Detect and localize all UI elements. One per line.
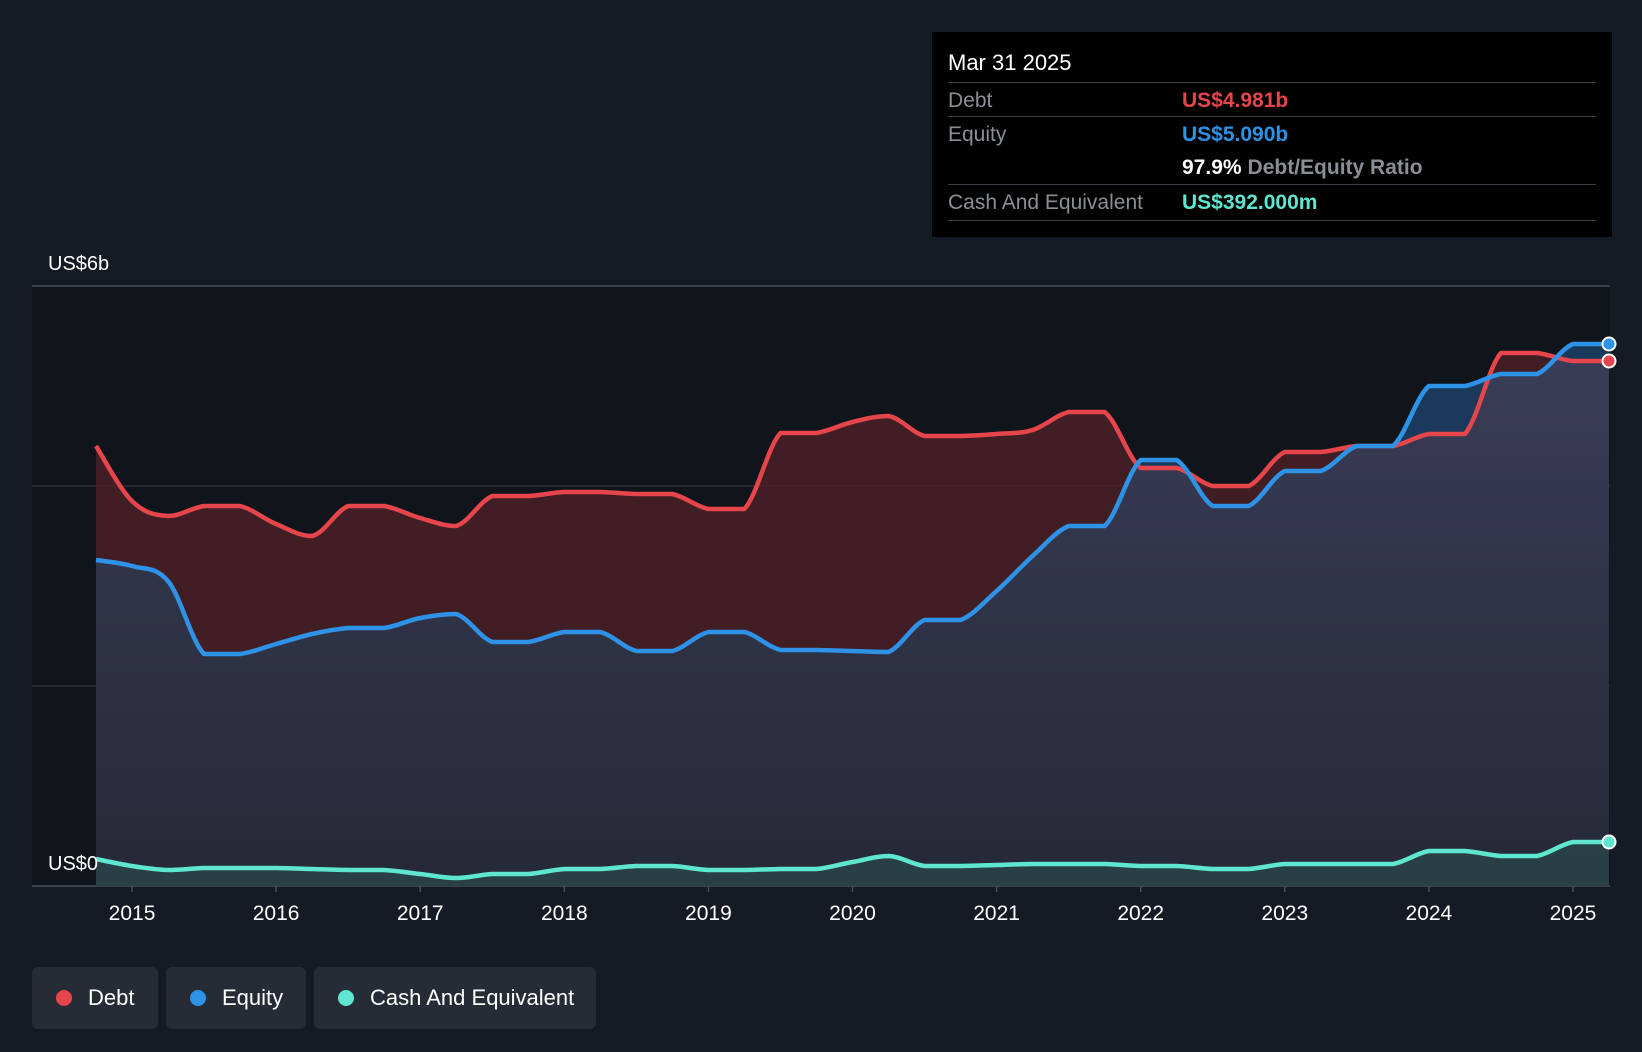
tooltip-cash-label: Cash And Equivalent (948, 191, 1143, 214)
end-markers (1601, 336, 1617, 850)
x-tick-label: 2024 (1406, 902, 1453, 925)
tooltip-equity-label: Equity (948, 123, 1007, 146)
legend-debt-label: Debt (88, 985, 135, 1010)
x-tick-label: 2018 (541, 902, 588, 925)
cash-line (95, 839, 1609, 881)
tooltip-ratio-label: Debt/Equity Ratio (1247, 156, 1423, 179)
debt-end-marker (1601, 353, 1617, 369)
tooltip-ratio-value: 97.9% (1182, 156, 1242, 179)
series-lines (94, 341, 1609, 881)
tooltip-cash-row: Cash And Equivalent US$392.000m (948, 184, 1596, 219)
legend-item-equity[interactable]: Equity (166, 967, 306, 1029)
x-tick-label: 2025 (1550, 902, 1597, 925)
debt-legend-dot-icon (56, 990, 72, 1006)
y-axis-top-label: US$6b (48, 253, 109, 275)
x-tick-label: 2020 (829, 902, 876, 925)
equity-end-marker (1601, 336, 1617, 352)
legend-item-cash[interactable]: Cash And Equivalent (314, 967, 596, 1029)
cash-end-marker (1601, 834, 1617, 850)
y-axis-bottom-label: US$0 (48, 853, 98, 875)
equity-area (96, 344, 1609, 886)
x-tick-label: 2021 (973, 902, 1020, 925)
cash-legend-dot-icon (338, 990, 354, 1006)
tooltip-cash-value: US$392.000m (1182, 191, 1318, 214)
tooltip-debt-label: Debt (948, 89, 993, 112)
legend-equity-label: Equity (222, 985, 284, 1010)
x-axis-ticks: 2015 2016 2017 2018 2019 2020 2021 2022 2023 2024… (109, 886, 1597, 925)
tooltip-date: Mar 31 2025 (948, 50, 1072, 75)
equity-line (95, 341, 1609, 657)
tooltip-divider (948, 220, 1596, 221)
x-tick-label: 2019 (685, 902, 732, 925)
tooltip-equity-row: Equity US$5.090b (948, 116, 1596, 151)
x-tick-label: 2022 (1117, 902, 1164, 925)
tooltip-panel: Mar 31 2025 Debt US$4.981b Equity US$5.0… (932, 32, 1612, 237)
tooltip-debt-row: Debt US$4.981b (948, 82, 1596, 117)
x-tick-label: 2015 (109, 902, 156, 925)
tooltip-debt-value: US$4.981b (1182, 89, 1289, 112)
equity-legend-dot-icon (190, 990, 206, 1006)
legend-cash-label: Cash And Equivalent (370, 985, 575, 1010)
legend-item-debt[interactable]: Debt (32, 967, 158, 1029)
x-tick-label: 2023 (1261, 902, 1308, 925)
tooltip-equity-value: US$5.090b (1182, 123, 1289, 146)
x-tick-label: 2016 (253, 902, 300, 925)
tooltip-ratio: 97.9% Debt/Equity Ratio (1182, 156, 1423, 180)
tooltip-ratio-row: 97.9% Debt/Equity Ratio (948, 150, 1596, 184)
x-tick-label: 2017 (397, 902, 444, 925)
